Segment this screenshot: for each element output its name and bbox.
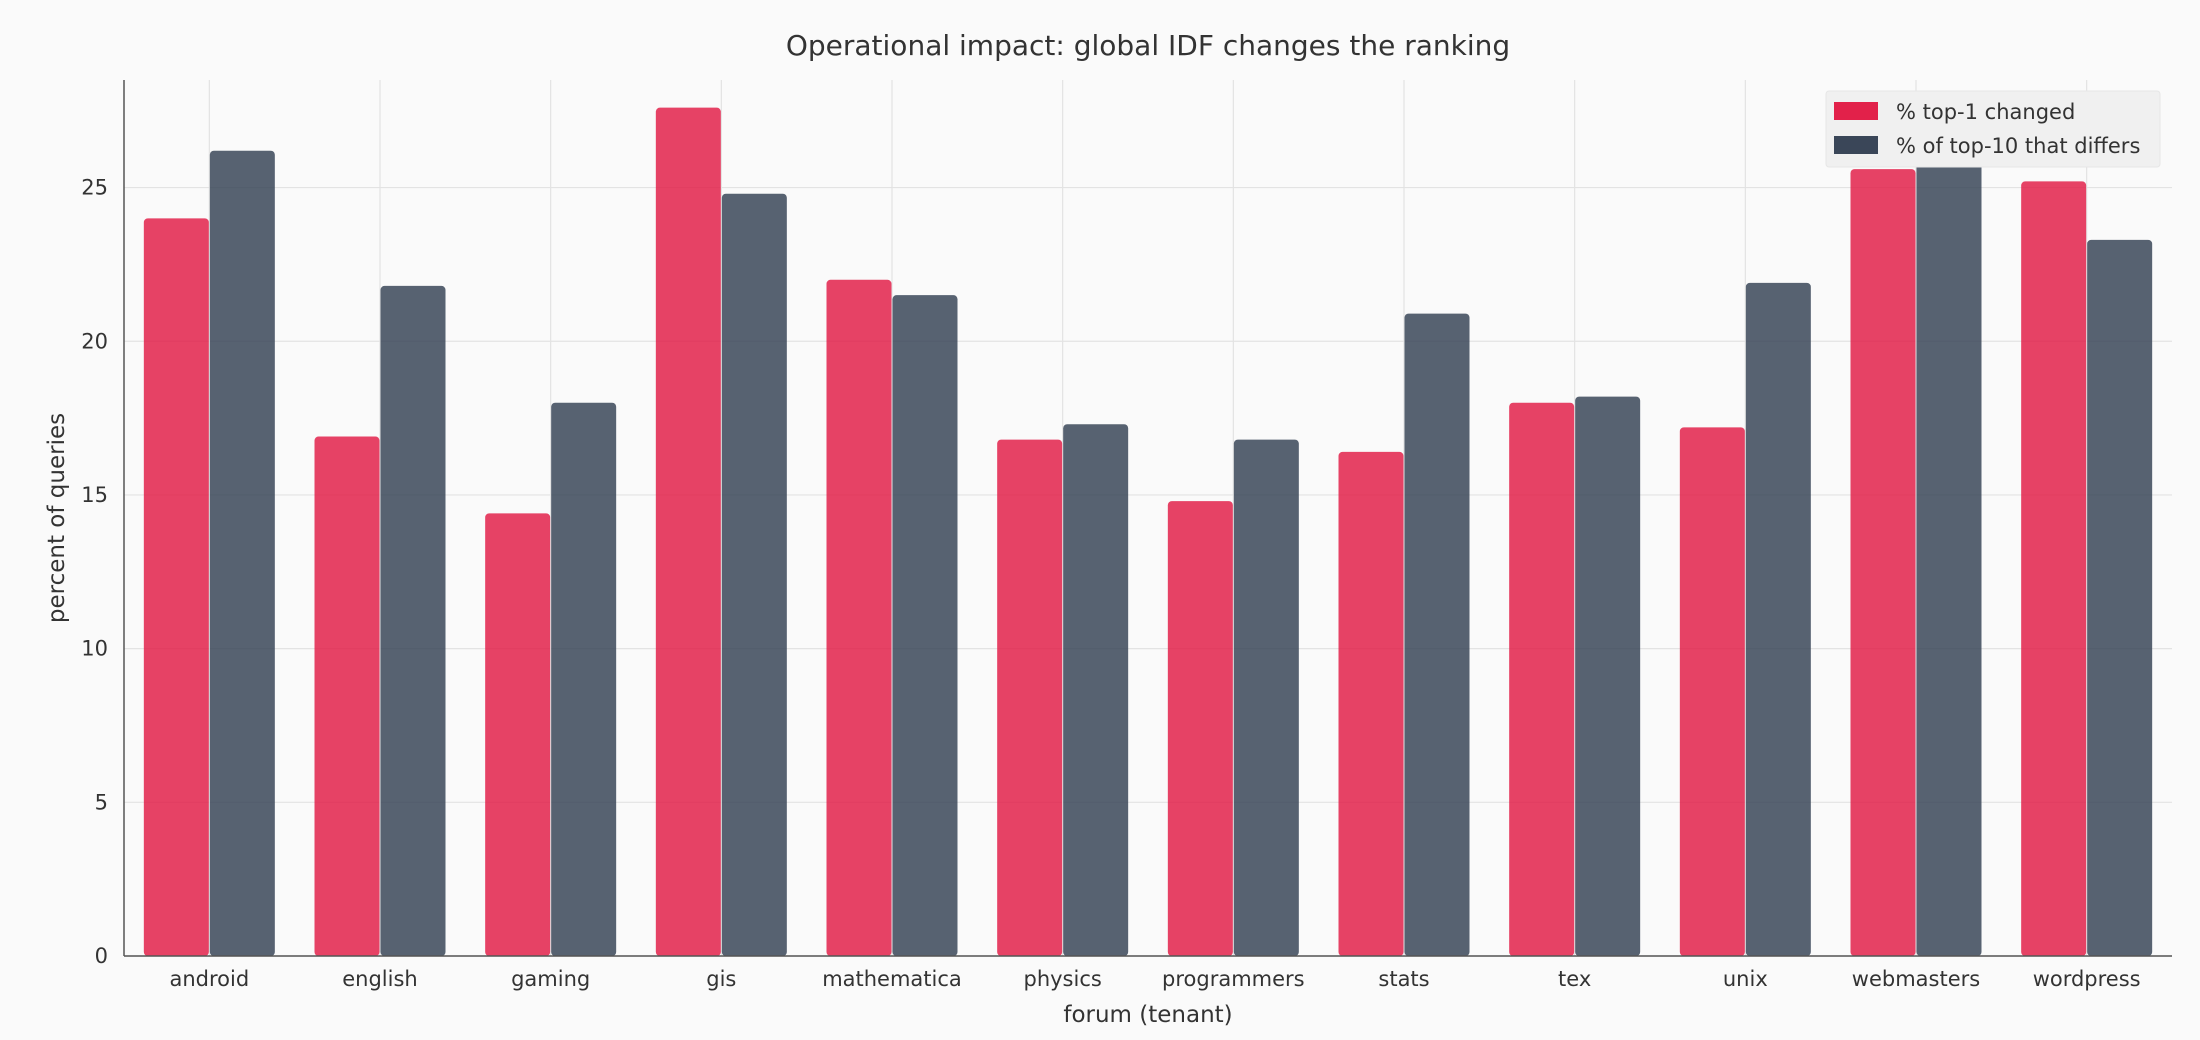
bar-top10-differs-gis [721,193,787,956]
bar-top1-changed-physics [997,439,1063,956]
legend-swatch-top10 [1834,136,1878,154]
bar-top10-differs-android [209,150,275,957]
x-tick-label-english: english [342,967,417,991]
bar-top10-differs-tex [1575,396,1641,956]
legend-label-top1: % top-1 changed [1896,100,2075,124]
bar-top1-changed-programmers [1167,501,1233,956]
x-tick-label-programmers: programmers [1162,967,1305,991]
x-axis-label: forum (tenant) [1063,1002,1232,1028]
bar-top1-changed-webmasters [1850,169,1916,956]
y-tick-label: 15 [81,483,108,507]
x-tick-label-gaming: gaming [511,967,590,991]
bar-top1-changed-tex [1509,402,1575,957]
x-tick-label-stats: stats [1378,967,1429,991]
bar-top1-changed-wordpress [2021,181,2087,956]
bar-top10-differs-physics [1063,424,1129,956]
bar-top10-differs-programmers [1233,439,1299,956]
grid-lines [124,80,2172,957]
bar-top10-differs-english [380,285,446,956]
y-tick-labels: 0 5 10 15 20 25 [81,176,108,968]
bar-top10-differs-webmasters [1916,119,1982,957]
x-tick-label-physics: physics [1023,967,1101,991]
y-tick-label: 25 [81,176,108,200]
x-tick-label-android: android [169,967,249,991]
bar-top1-changed-gis [655,107,721,957]
bar-top1-changed-english [314,436,380,956]
bar-top1-changed-unix [1679,427,1745,957]
axes [123,80,2172,957]
y-tick-label: 5 [95,790,108,814]
bars [143,107,2153,957]
legend-label-top10: % of top-10 that differs [1896,134,2140,158]
bar-top10-differs-stats [1404,313,1470,957]
bar-top1-changed-stats [1338,451,1404,956]
chart-title: Operational impact: global IDF changes t… [786,29,1510,62]
bar-top10-differs-gaming [551,402,617,957]
x-tick-labels: android english gaming gis mathematica physic… [169,967,2140,991]
legend-swatch-top1 [1834,102,1878,120]
x-tick-label-gis: gis [706,967,736,991]
bar-top1-changed-mathematica [826,279,892,957]
bar-top1-changed-gaming [485,513,551,956]
x-tick-label-wordpress: wordpress [2033,967,2141,991]
bar-top10-differs-unix [1745,282,1811,956]
y-tick-label: 20 [81,329,108,353]
bar-top10-differs-mathematica [892,295,958,956]
x-tick-label-unix: unix [1723,967,1768,991]
legend-box [1825,90,2161,168]
y-tick-label: 0 [95,944,108,968]
bar-top1-changed-android [143,218,209,956]
legend: % top-1 changed % of top-10 that differs [1825,90,2161,168]
x-tick-label-webmasters: webmasters [1852,967,1980,991]
y-axis-label: percent of queries [44,413,70,623]
bar-top10-differs-wordpress [2087,239,2153,957]
y-tick-label: 10 [81,637,108,661]
x-tick-label-tex: tex [1558,967,1591,991]
x-tick-label-mathematica: mathematica [822,967,962,991]
